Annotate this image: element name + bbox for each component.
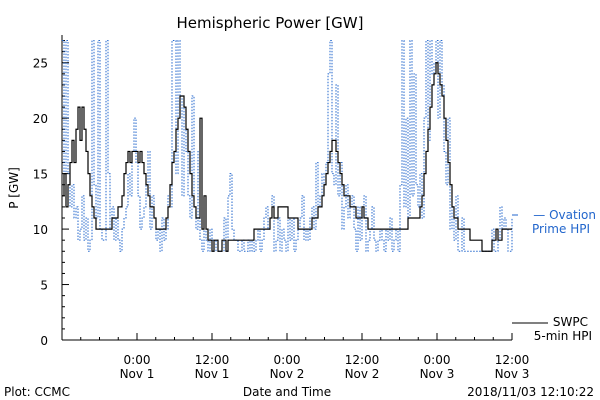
series-ovation-prime-hpi xyxy=(62,40,513,252)
x-tick-label-date: Nov 3 xyxy=(420,367,455,381)
legend-swpc-line1: SWPC xyxy=(553,315,588,329)
x-tick-label-time: 12:00 xyxy=(345,353,380,367)
series-swpc-5min-hpi xyxy=(62,62,512,252)
y-tick-label: 25 xyxy=(33,57,48,71)
y-tick-label: 10 xyxy=(33,223,48,237)
plot-frame xyxy=(61,35,512,341)
y-axis-label: P [GW] xyxy=(7,167,21,209)
x-tick-label-time: 0:00 xyxy=(274,353,301,367)
footer-timestamp: 2018/11/03 12:10:22 xyxy=(467,385,594,399)
legend-ovation: — Ovation Prime HPI xyxy=(512,208,596,236)
chart-title: Hemispheric Power [GW] xyxy=(177,14,364,32)
y-axis-ticks: 0 5 10 15 20 25 xyxy=(33,40,69,348)
y-tick-label: 20 xyxy=(33,112,48,126)
y-tick-label: 15 xyxy=(33,168,48,182)
x-tick-label-time: 0:00 xyxy=(424,353,451,367)
x-tick-label-time: 12:00 xyxy=(195,353,230,367)
legend-swpc: SWPC 5-min HPI xyxy=(512,315,592,343)
legend-ovation-line1: — Ovation xyxy=(533,208,596,222)
x-tick-label-time: 12:00 xyxy=(495,353,530,367)
legend-swpc-line2: 5-min HPI xyxy=(534,329,592,343)
y-tick-label: 0 xyxy=(40,334,48,348)
legend-ovation-line2: Prime HPI xyxy=(532,222,590,236)
x-axis-label: Date and Time xyxy=(243,385,331,399)
x-tick-label-date: Nov 1 xyxy=(195,367,230,381)
x-tick-label-time: 0:00 xyxy=(124,353,151,367)
footer-plot-credit: Plot: CCMC xyxy=(4,385,70,399)
x-tick-label-date: Nov 3 xyxy=(495,367,530,381)
x-tick-label-date: Nov 1 xyxy=(120,367,155,381)
plot-area xyxy=(62,40,513,252)
x-tick-label-date: Nov 2 xyxy=(270,367,305,381)
x-tick-label-date: Nov 2 xyxy=(345,367,380,381)
y-tick-label: 5 xyxy=(40,279,48,293)
